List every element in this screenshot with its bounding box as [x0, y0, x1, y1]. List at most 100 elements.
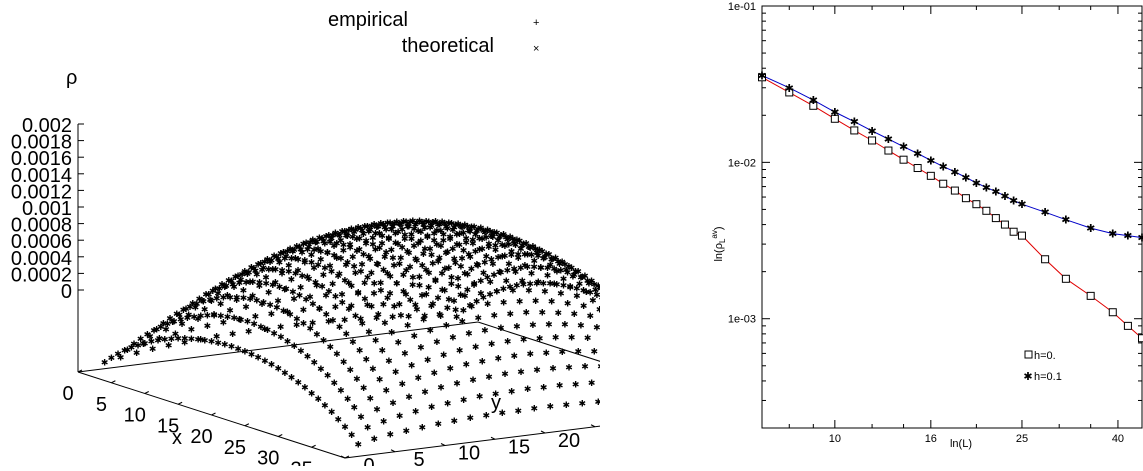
surface-point: ✱: [440, 350, 448, 360]
surface-point: ✱: [517, 367, 525, 377]
y-tick-label: 0: [363, 455, 374, 466]
point-h0: [927, 172, 934, 179]
x-tick: [178, 402, 182, 404]
surface-point: ✱: [354, 289, 362, 299]
surface-point: ✱: [385, 356, 393, 366]
surface-point: ✱: [405, 311, 413, 321]
surface-point: ✱: [563, 400, 571, 410]
surface-point: ✱: [588, 378, 596, 388]
surface-point: ✱: [357, 314, 365, 324]
legend-label-h0: h=0.: [1034, 350, 1056, 362]
surface-point: ✱: [367, 393, 375, 403]
surface-point: ✱: [379, 345, 387, 355]
surface-point: ✱: [364, 423, 372, 433]
point-h0: [1062, 275, 1069, 282]
x-tick: [145, 392, 149, 394]
legend-marker-empirical: +: [533, 17, 539, 29]
surface-point: ✱: [479, 356, 487, 366]
surface-point: ✱: [300, 305, 308, 315]
surface-point: ✱: [460, 395, 468, 405]
surface-point: ✱: [533, 365, 541, 375]
point-h0: [1018, 232, 1025, 239]
surface-point: ✱: [156, 334, 164, 344]
surface-point: ✱: [233, 295, 241, 305]
surface-point: ✱: [508, 386, 516, 396]
x-tick: [278, 435, 282, 437]
surface-point: ✱: [376, 374, 384, 384]
x-tick-label: 25: [1016, 433, 1028, 445]
surface-point: ✱: [316, 303, 324, 313]
surface-point: ✱: [581, 362, 589, 372]
legend-marker-theoretical: ×: [533, 43, 539, 55]
surface-point: ✱: [404, 320, 412, 330]
surface-point: ✱: [539, 307, 547, 317]
point-h0: [1087, 292, 1094, 299]
point-h0: [1109, 309, 1116, 316]
series-line-1: [762, 75, 1142, 237]
series-line-0: [762, 77, 1142, 338]
surface-point: ✱: [322, 290, 330, 300]
point-h01: ✱: [982, 183, 991, 195]
surface-point: ✱: [465, 329, 473, 339]
surface-point: ✱: [320, 270, 328, 280]
surface-point: ✱: [210, 309, 218, 319]
surface-point: ✱: [397, 311, 405, 321]
surface-point: ✱: [565, 362, 573, 372]
surface-point: ✱: [547, 402, 555, 412]
point-h0: [1124, 322, 1131, 329]
surface-point: ✱: [564, 298, 572, 308]
surface-point: ✱: [428, 402, 436, 412]
x-axis-label: ln(L): [950, 438, 972, 450]
surface-point: ✱: [399, 379, 407, 389]
surface-point: ✱: [371, 434, 379, 444]
x-tick-label: 10: [829, 433, 841, 445]
surface-point: ✱: [258, 299, 266, 309]
surface-point: ✱: [281, 285, 289, 295]
y-tick-label: 1e-02: [728, 157, 756, 169]
point-h01: ✱: [884, 134, 893, 146]
x-tick-label: 30: [257, 448, 279, 467]
point-h0: [914, 165, 921, 172]
surface-point: ✱: [549, 363, 557, 373]
surface-point: ✱: [325, 317, 333, 327]
point-h01: ✱: [1108, 229, 1117, 241]
surface-point: ✱: [556, 381, 564, 391]
y-tick-label: 15: [508, 436, 530, 458]
surface-point: ✱: [555, 308, 563, 318]
surface-point: ✱: [351, 403, 359, 413]
surface-point: ✱: [437, 382, 445, 392]
surface-point: ✱: [511, 351, 519, 361]
x-tick-label: 25: [224, 437, 246, 459]
surface-point: ✱: [361, 278, 369, 288]
legend-marker-h01: ✱: [1023, 371, 1032, 383]
point-h01: ✱: [1123, 231, 1132, 243]
surface-point: ✱: [329, 279, 337, 289]
surface-point: ✱: [396, 411, 404, 421]
surface-point: ✱: [552, 333, 560, 343]
surface-point: ✱: [226, 305, 234, 315]
surface-point: ✱: [377, 278, 385, 288]
surface-point: ✱: [348, 301, 356, 311]
surface-point: ✱: [133, 348, 141, 358]
legend-marker-h0: [1025, 351, 1032, 358]
surface-point: ✱: [529, 320, 537, 330]
z-tick-label: 0.002: [22, 115, 72, 137]
surface-point: ✱: [386, 289, 394, 299]
surface-point: ✱: [453, 378, 461, 388]
surface-point: ✱: [579, 398, 587, 408]
surface-point: ✱: [194, 314, 202, 324]
surface-point: ✱: [352, 268, 360, 278]
surface-point: ✱: [500, 297, 508, 307]
surface-point: ✱: [501, 369, 509, 379]
y-axis-label: y: [491, 392, 501, 414]
surface-point: ✱: [472, 342, 480, 352]
surface-point: ✱: [172, 329, 180, 339]
surface-point: ✱: [431, 368, 439, 378]
surface-point: ✱: [516, 296, 524, 306]
surface-point: ✱: [405, 392, 413, 402]
surface-point: ✱: [543, 348, 551, 358]
surface-point: ✱: [274, 296, 282, 306]
surface-point: ✱: [256, 281, 264, 291]
surface-point: ✱: [507, 309, 515, 319]
surface-point: ✱: [421, 387, 429, 397]
